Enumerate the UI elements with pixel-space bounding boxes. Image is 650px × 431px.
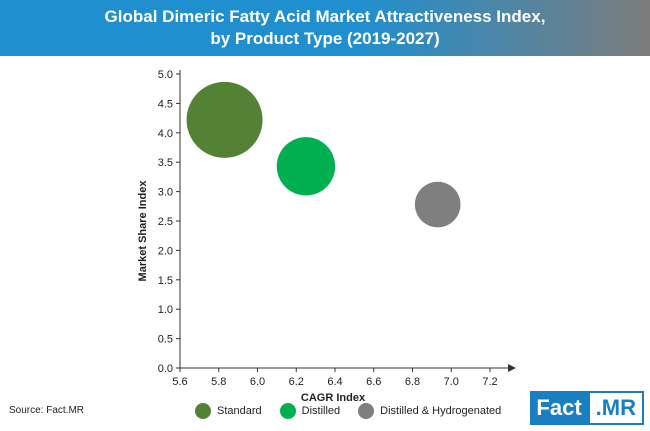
bubbles: [186, 81, 461, 228]
bubble-standard: [186, 81, 263, 158]
x-tick-label: 7.2: [482, 376, 497, 388]
x-tick-label: 6.0: [250, 376, 265, 388]
bubble-distilled-hydrogenated: [414, 181, 461, 228]
legend: Standard Distilled Distilled & Hydrogena…: [195, 403, 519, 419]
y-tick-label: 1.0: [158, 304, 173, 316]
x-axis-arrow-icon: [508, 364, 516, 372]
x-tick-label: 6.4: [327, 376, 342, 388]
factmr-logo: Fact .MR: [530, 391, 644, 425]
legend-item-distilled-hydrogenated: Distilled & Hydrogenated: [358, 403, 501, 419]
x-axis-label: CAGR Index: [301, 392, 366, 404]
y-tick-label: 1.5: [158, 275, 173, 287]
y-tick-label: 3.5: [158, 157, 173, 169]
y-tick-label: 4.5: [158, 98, 173, 110]
y-tick-label: 2.0: [158, 245, 173, 257]
y-tick-label: 0.0: [158, 363, 173, 375]
legend-swatch-distilled: [279, 403, 296, 419]
x-tick-label: 5.8: [211, 376, 226, 388]
x-tick-label: 6.8: [405, 376, 420, 388]
y-tick-label: 2.5: [158, 216, 173, 228]
legend-swatch-distilled-hydrogenated: [358, 403, 375, 419]
legend-swatch-standard: [195, 403, 211, 419]
legend-label-standard: Standard: [217, 405, 262, 417]
y-tick-label: 4.0: [158, 128, 173, 140]
chart-subtitle: by Product Type (2019-2027): [210, 29, 440, 48]
y-axis-label: Market Share Index: [137, 180, 149, 282]
y-tick-label: 3.0: [158, 187, 173, 199]
x-tick-label: 5.6: [172, 376, 187, 388]
x-tick-label: 6.6: [366, 376, 381, 388]
chart-title: Global Dimeric Fatty Acid Market Attract…: [104, 7, 546, 26]
chart-header: Global Dimeric Fatty Acid Market Attract…: [0, 0, 650, 56]
x-tick-label: 7.0: [444, 376, 459, 388]
source-note: Source: Fact.MR: [9, 405, 85, 416]
legend-label-distilled-hydrogenated: Distilled & Hydrogenated: [380, 405, 502, 417]
logo-mr-text: .MR: [587, 391, 644, 425]
legend-label-distilled: Distilled: [301, 405, 341, 417]
x-axis: 5.6 5.8 6.0 6.2 6.4 6.6 6.8 7.0 7.2: [172, 364, 516, 388]
y-tick-label: 5.0: [158, 69, 173, 81]
bubble-distilled: [276, 137, 336, 196]
logo-main-text: Fact: [530, 391, 588, 425]
legend-item-distilled: Distilled: [279, 403, 341, 419]
legend-item-standard: Standard: [195, 403, 262, 419]
y-axis: 0.0 0.5 1.0 1.5 2.0 2.5 3.0 3.5 4.0 4.5 5.0: [158, 69, 181, 375]
y-tick-label: 0.5: [158, 334, 173, 346]
x-tick-label: 6.2: [289, 376, 304, 388]
